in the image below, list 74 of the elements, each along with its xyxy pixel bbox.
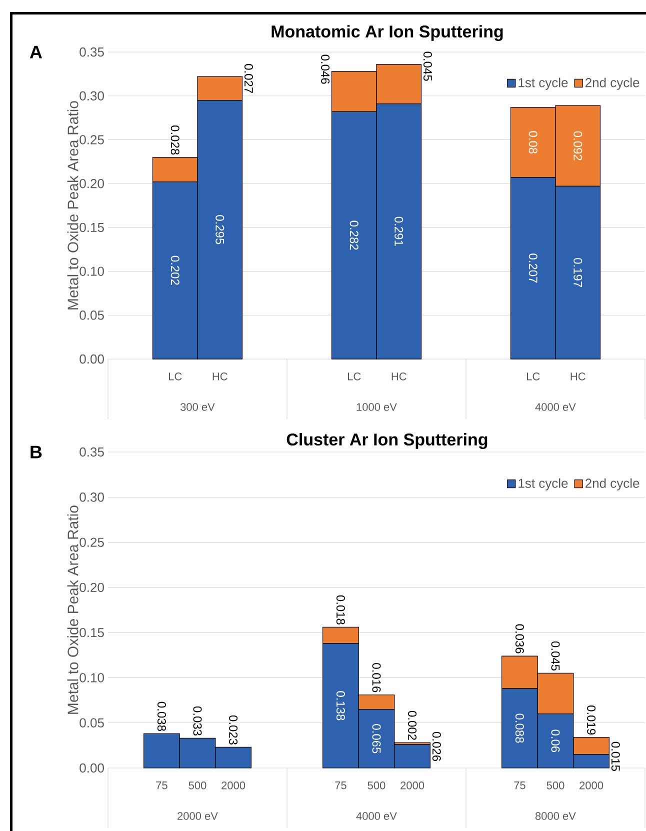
x-tick-label: 75: [156, 782, 168, 790]
chart-title: Monatomic Ar Ion Sputtering: [272, 25, 503, 41]
data-label: 0.045: [423, 52, 432, 81]
data-label: 0.06: [551, 730, 560, 752]
x-tick-label: 2000: [580, 782, 604, 790]
y-tick-label: 0.35: [80, 447, 104, 457]
x-tick-label: 75: [335, 782, 346, 790]
x-tick-label: HC: [212, 372, 228, 380]
data-label: 0.026: [432, 732, 441, 762]
data-label: 0.08: [528, 131, 538, 154]
data-label: 0.033: [193, 706, 202, 736]
data-label: 0.065: [372, 724, 381, 754]
x-tick-label: 2000: [400, 782, 424, 790]
y-tick-label: 0.00: [80, 354, 104, 364]
text: 8000 eV: [535, 812, 576, 820]
data-label: 0.202: [170, 256, 180, 285]
x-tick-label: 500: [546, 782, 564, 790]
y-tick-label: 0.15: [80, 628, 104, 638]
text: B: [30, 446, 42, 458]
x-tick-label: 500: [188, 782, 206, 790]
data-label: 0.295: [216, 215, 224, 244]
text: A: [30, 46, 42, 58]
data-label: 0.138: [336, 691, 345, 720]
y-tick-label: 0.20: [80, 178, 104, 188]
y-tick-label: 0.15: [80, 222, 104, 232]
data-label: 0.036: [515, 624, 524, 654]
data-label: 0.018: [336, 595, 345, 624]
legend-label: 2nd cycle: [586, 78, 640, 90]
text: 4000 eV: [535, 403, 576, 411]
y-tick-label: 0.25: [80, 135, 104, 144]
x-tick-label: LC: [348, 372, 361, 380]
y-tick-label: 0.00: [80, 763, 104, 773]
data-label: 0.092: [574, 131, 582, 160]
x-tick-label: 2000: [222, 782, 246, 790]
chart-title: Cluster Ar Ion Sputtering: [286, 433, 488, 449]
data-label: 0.046: [321, 54, 330, 84]
y-tick-label: 0.20: [80, 582, 104, 592]
text: 1000 eV: [356, 403, 397, 411]
y-tick-label: 0.05: [80, 310, 104, 320]
x-tick-label: LC: [526, 372, 540, 380]
x-tick-label: HC: [570, 372, 586, 380]
y-tick-label: 0.05: [80, 718, 104, 728]
data-label: 0.038: [157, 702, 166, 731]
legend-label: 2nd cycle: [586, 478, 640, 490]
y-tick-label: 0.25: [80, 538, 104, 547]
x-tick-label: HC: [392, 372, 406, 380]
text: 2000 eV: [178, 812, 218, 820]
x-tick-label: LC: [169, 372, 182, 380]
data-label: 0.015: [611, 742, 620, 771]
data-label: 0.028: [170, 126, 180, 155]
data-label: 0.002: [408, 710, 417, 740]
y-tick-label: 0.10: [80, 266, 104, 276]
data-label: 0.045: [551, 641, 560, 670]
data-label: 0.027: [244, 64, 253, 93]
legend-label: 1st cycle: [518, 478, 568, 490]
legend-label: 1st cycle: [518, 78, 568, 90]
data-label: 0.282: [350, 220, 358, 250]
data-label: 0.197: [574, 258, 582, 288]
data-label: 0.088: [515, 714, 524, 743]
data-label: 0.023: [229, 715, 238, 745]
x-tick-label: 75: [514, 782, 526, 790]
data-label: 0.207: [528, 254, 538, 283]
data-label: 0.019: [587, 706, 596, 735]
y-axis-title: Metal to Oxide Peak Area Ratio: [67, 101, 78, 310]
y-axis-title: Metal to Oxide Peak Area Ratio: [67, 506, 78, 714]
y-tick-label: 0.30: [80, 91, 104, 100]
data-label: 0.291: [394, 216, 404, 246]
x-tick-label: 500: [368, 782, 386, 790]
data-label: 0.016: [372, 663, 381, 692]
y-tick-label: 0.30: [80, 492, 104, 502]
y-tick-label: 0.10: [80, 673, 104, 682]
text: 300 eV: [180, 403, 215, 411]
y-tick-label: 0.35: [80, 47, 104, 57]
text: 4000 eV: [356, 812, 397, 820]
